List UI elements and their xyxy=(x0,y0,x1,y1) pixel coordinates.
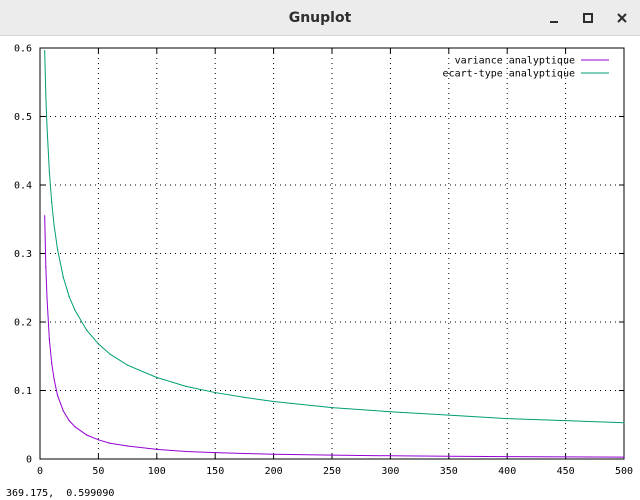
series-line-ecart-type xyxy=(44,50,625,424)
data-point xyxy=(389,411,391,413)
data-point xyxy=(243,452,245,455)
data-point xyxy=(51,362,53,364)
data-point xyxy=(68,420,70,422)
data-point xyxy=(74,309,76,311)
x-tick-label: 0 xyxy=(37,466,43,477)
data-point xyxy=(53,224,55,226)
data-point xyxy=(273,400,275,403)
data-point xyxy=(51,201,53,203)
data-point xyxy=(86,329,88,331)
data-point xyxy=(46,297,48,299)
data-point xyxy=(273,453,275,455)
x-tick-label: 150 xyxy=(206,466,224,477)
y-tick-label: 0.2 xyxy=(14,318,32,329)
x-tick-label: 200 xyxy=(265,466,283,477)
data-point xyxy=(97,343,99,345)
x-tick-label: 50 xyxy=(92,466,104,477)
data-point xyxy=(53,378,55,380)
data-point xyxy=(44,50,46,52)
data-point xyxy=(62,276,64,279)
data-point xyxy=(48,170,50,172)
data-point xyxy=(331,407,333,409)
data-point xyxy=(46,126,48,128)
mouse-coordinates-readout: 369.175, 0.599090 xyxy=(6,488,115,499)
x-tick-label: 350 xyxy=(440,466,458,477)
data-point xyxy=(156,376,158,379)
y-tick-label: 0.6 xyxy=(14,44,32,55)
data-point xyxy=(45,95,47,97)
data-point xyxy=(623,422,625,424)
legend-label: ecart-type analyptique xyxy=(443,69,575,80)
title-bar[interactable]: Gnuplot xyxy=(0,0,640,36)
axis-ticks: 0 50 100 150 200 250 300 350 400 450 500 0 0.1 0.2 0.3… xyxy=(14,44,633,478)
data-point xyxy=(185,385,187,387)
data-point xyxy=(448,414,450,416)
data-point xyxy=(448,455,450,457)
y-tick-label: 0.3 xyxy=(14,249,32,260)
data-point xyxy=(127,445,129,447)
minimize-button[interactable] xyxy=(542,6,566,30)
data-point xyxy=(48,338,50,340)
maximize-button[interactable] xyxy=(576,6,600,30)
data-point xyxy=(44,215,46,217)
data-point xyxy=(97,439,99,441)
x-tick-label: 250 xyxy=(323,466,341,477)
grid xyxy=(40,48,624,459)
data-point xyxy=(185,450,187,453)
data-point xyxy=(623,456,625,458)
data-point xyxy=(109,442,111,444)
data-point xyxy=(214,391,216,394)
x-tick-label: 400 xyxy=(498,466,516,477)
chart-svg[interactable]: 0 50 100 150 200 250 300 350 400 450 500 0 0.1 0.2 0.3… xyxy=(0,36,640,500)
data-point xyxy=(109,353,111,355)
data-point xyxy=(214,452,216,454)
data-point xyxy=(331,454,333,456)
x-tick-label: 450 xyxy=(557,466,575,477)
series-group xyxy=(44,50,625,458)
data-point xyxy=(86,434,88,436)
data-point xyxy=(565,420,567,422)
data-point xyxy=(62,410,64,412)
data-point xyxy=(74,426,76,428)
close-icon xyxy=(617,13,627,23)
y-tick-label: 0.1 xyxy=(14,386,32,397)
series-line-variance xyxy=(44,215,625,458)
legend-label: variance analyptique xyxy=(455,56,575,67)
plot-area[interactable]: 0 50 100 150 200 250 300 350 400 450 500 0 0.1 0.2 0.3… xyxy=(0,36,640,500)
data-point xyxy=(506,456,508,458)
y-tick-label: 0.5 xyxy=(14,112,32,123)
minimize-icon xyxy=(550,21,558,23)
x-tick-label: 100 xyxy=(148,466,166,477)
window-title: Gnuplot xyxy=(288,10,352,26)
legend: variance analyptique ecart-type analyptiq… xyxy=(443,56,609,80)
data-point xyxy=(243,396,245,398)
data-point xyxy=(68,296,70,298)
y-tick-label: 0 xyxy=(26,455,32,466)
close-button[interactable] xyxy=(610,6,634,30)
x-tick-label: 300 xyxy=(381,466,399,477)
data-point xyxy=(127,364,129,366)
data-point xyxy=(45,266,47,268)
data-point xyxy=(565,456,567,458)
y-tick-label: 0.4 xyxy=(14,181,32,192)
data-point xyxy=(506,417,508,420)
maximize-icon xyxy=(583,13,593,23)
x-tick-label: 500 xyxy=(615,466,633,477)
data-point xyxy=(389,455,391,457)
data-point xyxy=(56,248,59,250)
data-point xyxy=(56,394,59,396)
data-point xyxy=(156,448,158,451)
